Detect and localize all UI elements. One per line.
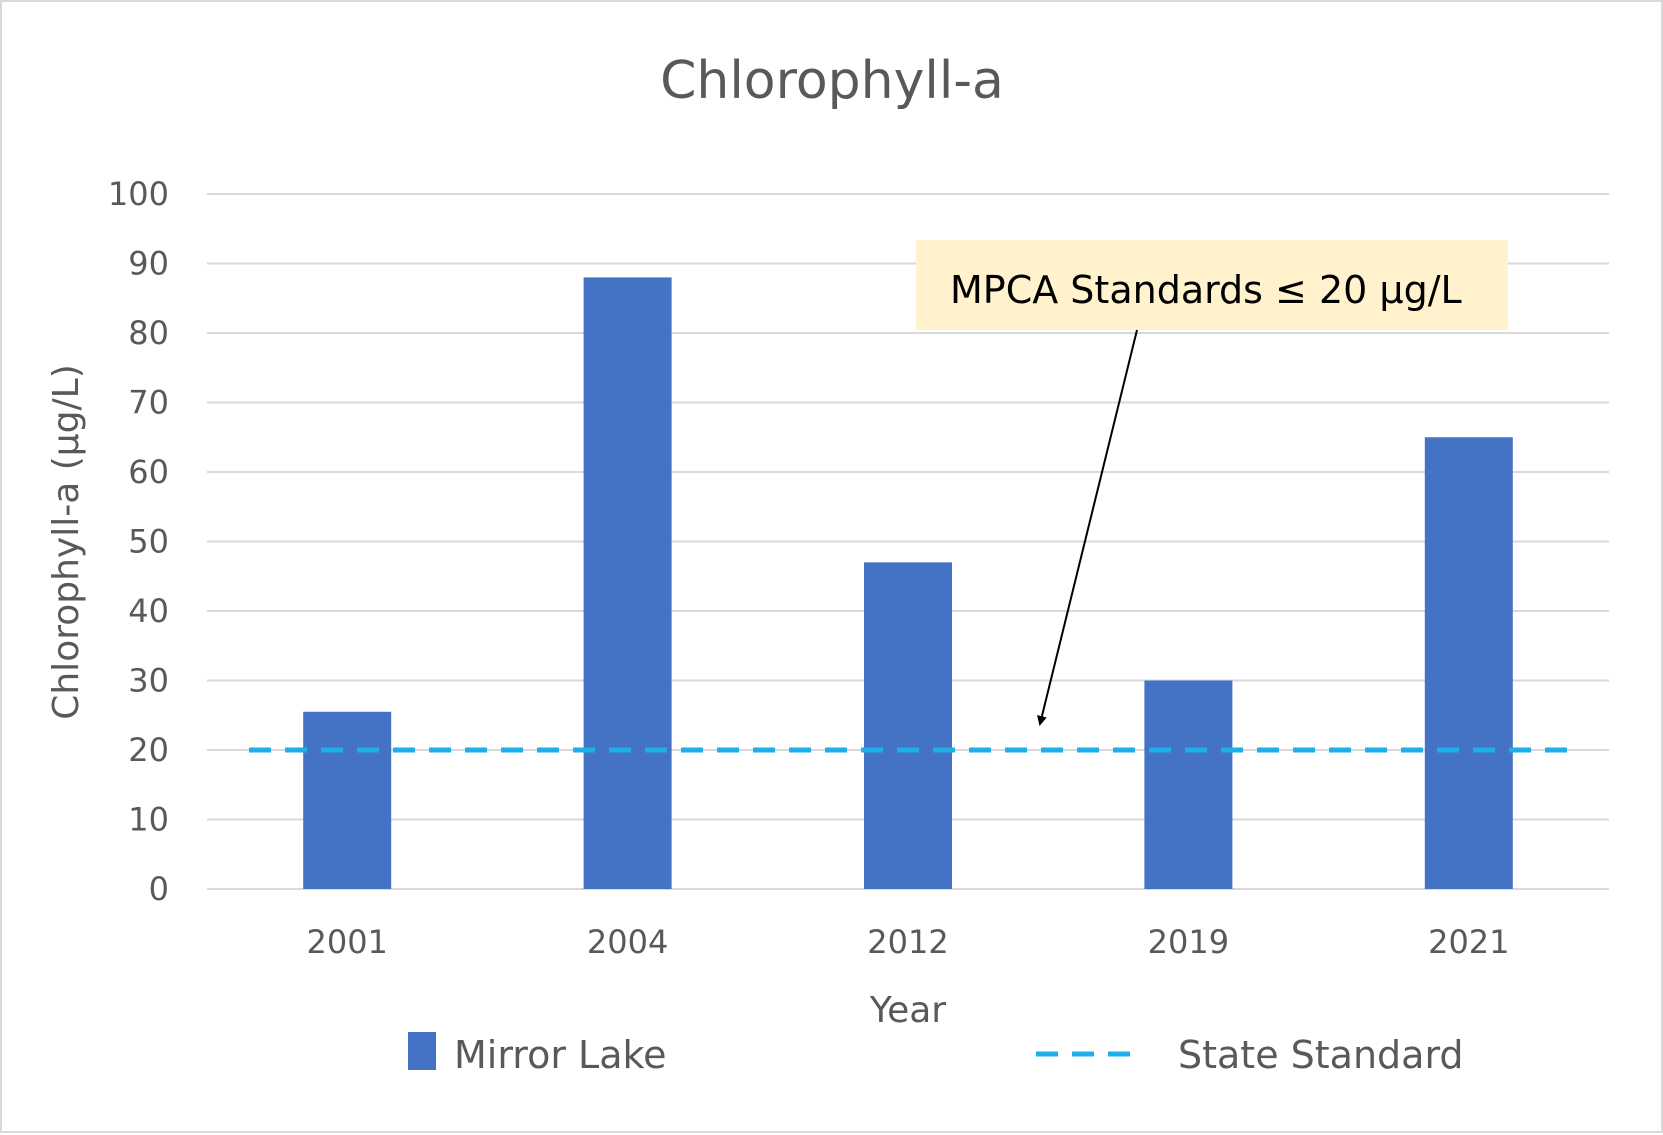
bars [303, 277, 1513, 889]
x-tick-label: 2019 [1148, 923, 1229, 961]
y-tick-label: 70 [128, 384, 169, 422]
annotation-arrow [1037, 329, 1138, 726]
bar-2012 [864, 562, 952, 889]
y-tick-label: 100 [108, 175, 169, 213]
chart-title: Chlorophyll-a [660, 51, 1004, 111]
annotation-box [916, 240, 1508, 330]
x-tick-label: 2021 [1428, 923, 1509, 961]
y-tick-label: 0 [149, 870, 169, 908]
bar-2019 [1144, 680, 1233, 889]
y-tick-label: 10 [128, 801, 169, 839]
legend-label-state-standard: State Standard [1178, 1033, 1464, 1077]
y-tick-label: 60 [128, 453, 169, 491]
bar-2004 [583, 277, 672, 889]
annotation: MPCA Standards ≤ 20 µg/L [916, 240, 1508, 726]
bar-2021 [1424, 437, 1513, 889]
x-tick-label: 2001 [306, 923, 387, 961]
legend-label-mirror-lake: Mirror Lake [454, 1033, 667, 1077]
legend: Mirror Lake State Standard [408, 1032, 1464, 1077]
legend-swatch-mirror-lake [408, 1032, 436, 1070]
y-tick-label: 50 [128, 523, 169, 561]
y-tick-label: 20 [128, 731, 169, 769]
y-tick-label: 40 [128, 592, 169, 630]
bar-2001 [303, 711, 392, 889]
y-axis-ticks: 0 10 20 30 40 50 60 70 80 90 100 [108, 175, 169, 908]
y-tick-label: 30 [128, 662, 169, 700]
y-axis-title: Chlorophyll-a (µg/L) [46, 364, 87, 720]
y-tick-label: 90 [128, 245, 169, 283]
x-tick-label: 2004 [587, 923, 668, 961]
y-tick-label: 80 [128, 314, 169, 352]
x-axis-title: Year [869, 990, 946, 1031]
legend-item-mirror-lake: Mirror Lake [408, 1032, 667, 1077]
x-axis-ticks: 2001 2004 2012 2019 2021 [306, 923, 1509, 961]
x-tick-label: 2012 [867, 923, 948, 961]
annotation-text: MPCA Standards ≤ 20 µg/L [950, 268, 1462, 312]
legend-item-state-standard: State Standard [1036, 1033, 1464, 1077]
